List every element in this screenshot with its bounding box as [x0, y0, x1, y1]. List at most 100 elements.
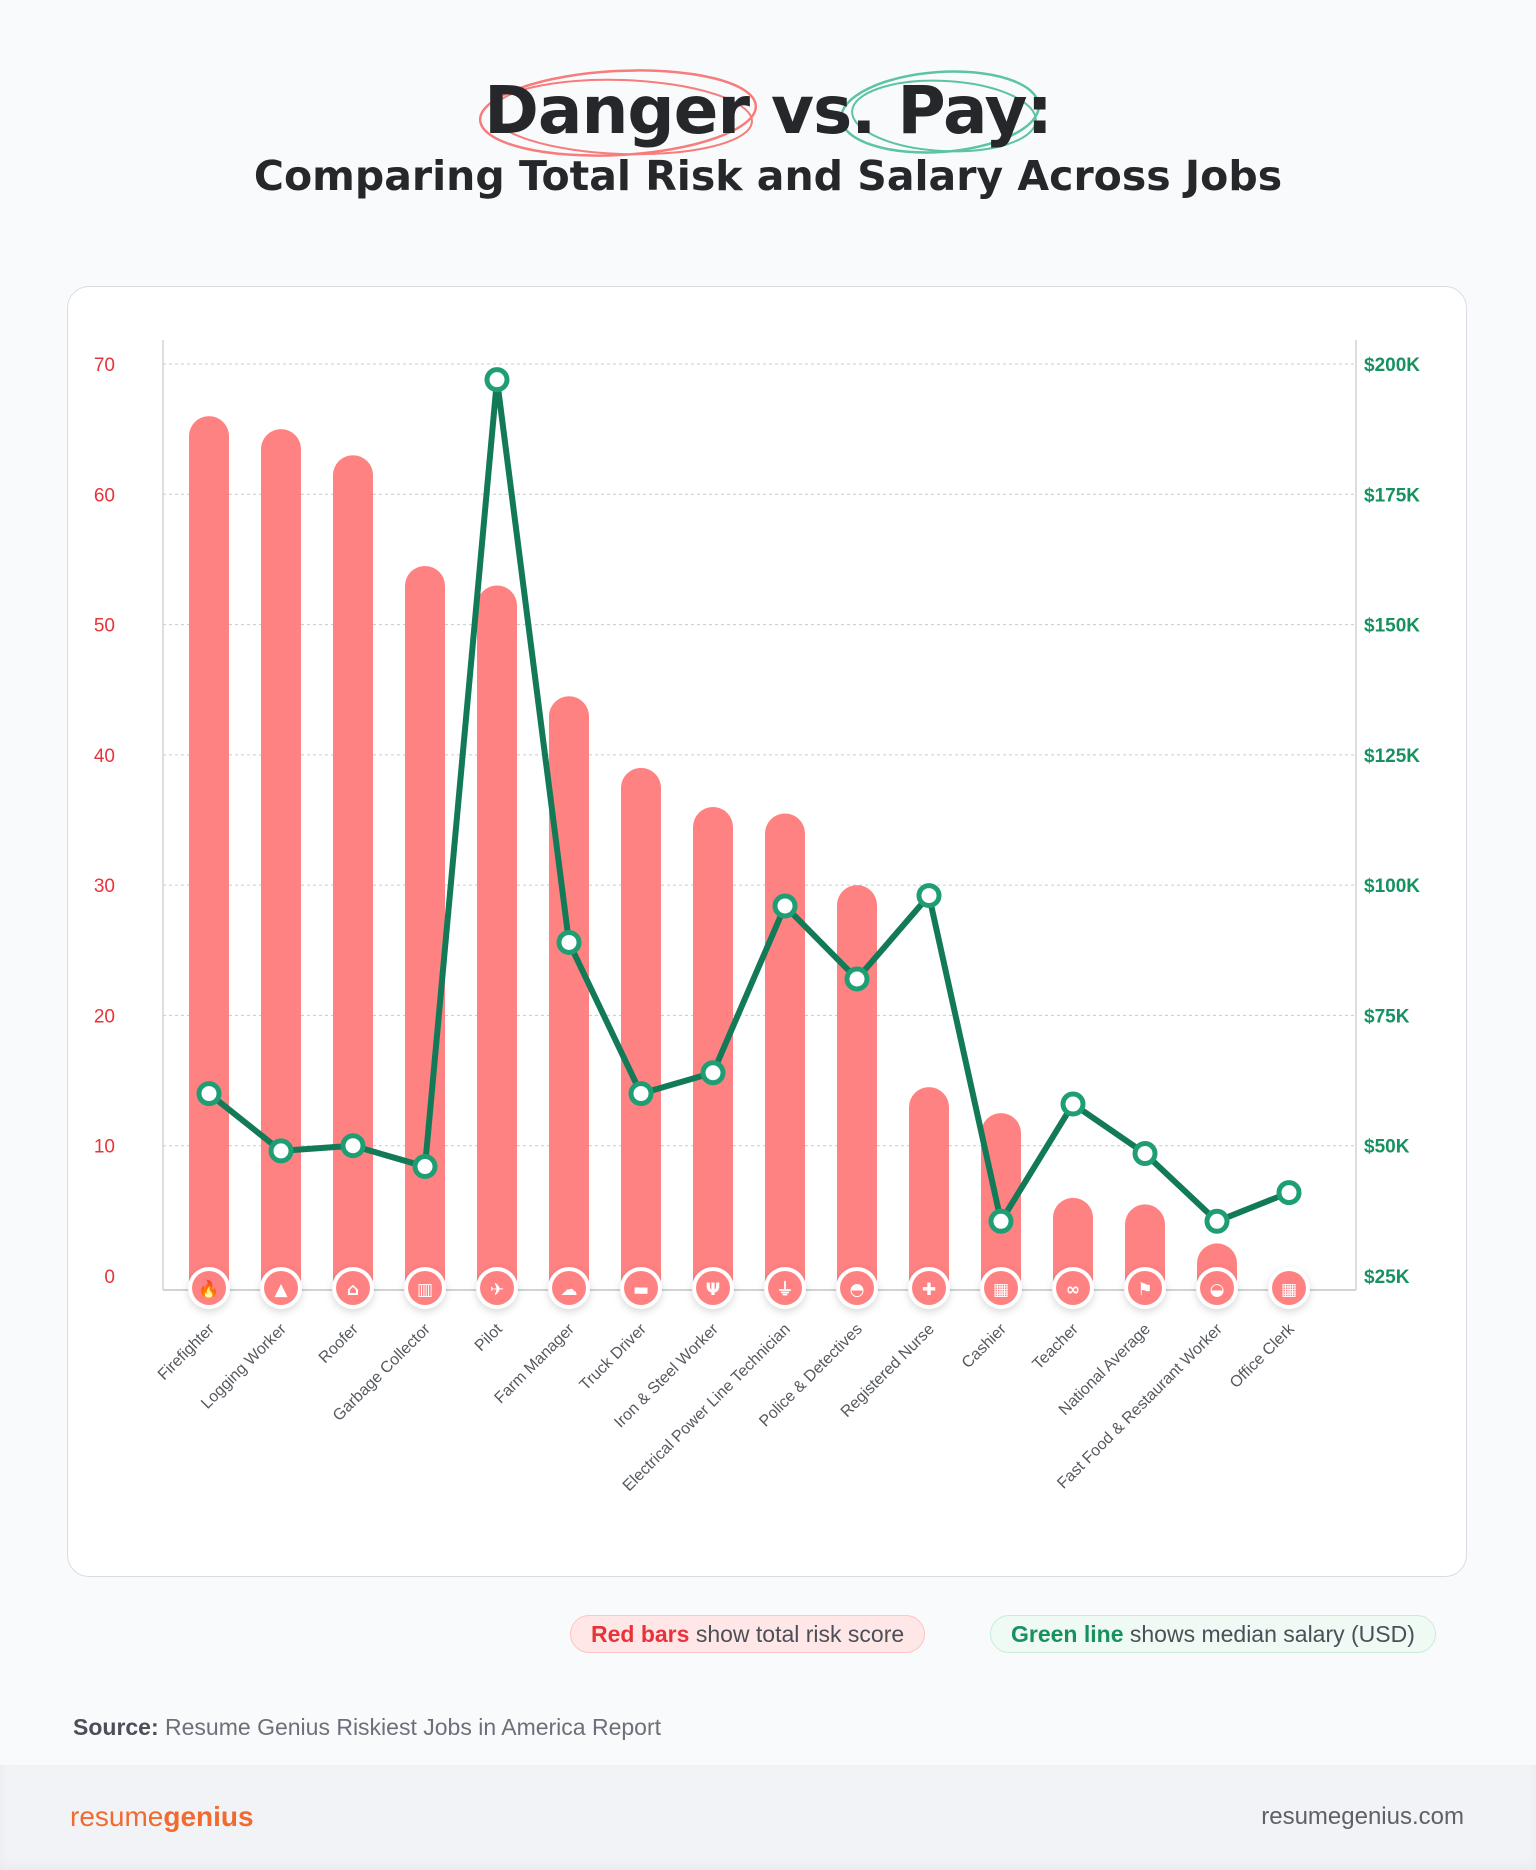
salary-point — [1132, 1141, 1158, 1167]
salary-point — [412, 1154, 438, 1180]
chart-overlay — [478, 69, 1041, 157]
risk-bar — [765, 813, 805, 1286]
icon-badge-fill — [984, 1271, 1018, 1305]
category-label: Roofer — [316, 1320, 362, 1366]
salary-point — [1060, 1091, 1086, 1117]
salary-point — [268, 1138, 294, 1164]
left-tick-label: 70 — [94, 355, 115, 376]
icon-badge-fill — [192, 1271, 226, 1305]
left-tick-label: 20 — [94, 1006, 115, 1027]
siren-icon: ◓ — [850, 1280, 865, 1300]
icon-badge-fill — [552, 1271, 586, 1305]
icon-badge-fill — [624, 1271, 658, 1305]
right-tick-label: $100K — [1364, 876, 1420, 897]
building-icon: ▦ — [1281, 1280, 1297, 1300]
icon-badge-fill — [1056, 1271, 1090, 1305]
risk-bar — [621, 767, 661, 1286]
right-tick-label: $175K — [1364, 485, 1420, 506]
left-tick-label: 60 — [94, 485, 115, 506]
salary-point — [916, 883, 942, 909]
risk-bar — [981, 1113, 1021, 1286]
tree-icon: ▲ — [274, 1280, 288, 1300]
icon-badge-fill — [408, 1271, 442, 1305]
salary-point — [1276, 1180, 1302, 1206]
source-text: Resume Genius Riskiest Jobs in America R… — [158, 1714, 662, 1740]
chart-title: Danger vs. Pay: — [0, 72, 1536, 149]
category-label: Teacher — [1030, 1320, 1083, 1373]
risk-bar — [477, 585, 517, 1286]
truck-icon: ▬ — [633, 1280, 649, 1300]
legend-red-text: show total risk score — [689, 1621, 905, 1647]
salary-point — [988, 1208, 1014, 1234]
logo-part1: resume — [70, 1801, 164, 1832]
title-circle-green-2 — [851, 79, 1037, 153]
icon-badge-fill — [1272, 1271, 1306, 1305]
legend-green-text: shows median salary (USD) — [1123, 1621, 1415, 1647]
salary-point — [196, 1081, 222, 1107]
title-circle-red-2 — [491, 78, 753, 156]
icon-badge-fill — [264, 1271, 298, 1305]
risk-bar — [837, 885, 877, 1286]
title-vs: vs. — [749, 72, 898, 149]
right-tick-label: $75K — [1364, 1006, 1410, 1027]
icon-badge-fill — [336, 1271, 370, 1305]
icon-badge-fill — [768, 1271, 802, 1305]
category-label: Cashier — [959, 1320, 1010, 1371]
left-tick-label: 0 — [104, 1267, 115, 1288]
left-tick-label: 30 — [94, 876, 115, 897]
category-label: Firefighter — [155, 1320, 218, 1383]
airplane-icon: ✈ — [490, 1280, 504, 1300]
flag-icon: ⚑ — [1137, 1280, 1152, 1300]
legend-green-line: Green line shows median salary (USD) — [990, 1615, 1436, 1653]
risk-bar — [1125, 1204, 1165, 1286]
fire-icon: 🔥 — [198, 1279, 219, 1300]
sheep-icon: ☁ — [561, 1280, 578, 1300]
icon-badge-fill — [840, 1271, 874, 1305]
category-label: Truck Driver — [577, 1320, 651, 1394]
icon-badge-fill — [480, 1271, 514, 1305]
risk-bar — [909, 1087, 949, 1286]
salary-point — [628, 1081, 654, 1107]
resumegenius-logo[interactable]: resumegenius — [70, 1801, 254, 1833]
salary-line — [207, 376, 1291, 1225]
icon-badge-fill — [912, 1271, 946, 1305]
salary-point — [556, 929, 582, 955]
risk-bar — [405, 565, 445, 1286]
salary-point — [700, 1060, 726, 1086]
fast-food-icon: ◒ — [1210, 1280, 1225, 1300]
category-label: Pilot — [472, 1320, 506, 1354]
left-tick-label: 40 — [94, 746, 115, 767]
salary-point — [340, 1133, 366, 1159]
trash-icon: ▥ — [417, 1280, 433, 1300]
wrench-icon: Ψ — [706, 1280, 720, 1300]
risk-bar — [693, 806, 733, 1286]
right-tick-label: $150K — [1364, 616, 1420, 637]
salary-point — [484, 367, 510, 393]
title-danger: Danger — [484, 72, 750, 149]
chart-subtitle: Comparing Total Risk and Salary Across J… — [253, 152, 1283, 200]
risk-bar — [333, 455, 373, 1286]
combo-chart: 0 $25K 10 $50K 20 $75K 30 $100K 40 $125K 50 $150K 60… — [94, 340, 1420, 1495]
right-tick-label: $125K — [1364, 746, 1420, 767]
legend-red-bars: Red bars show total risk score — [570, 1615, 926, 1653]
site-link[interactable]: resumegenius.com — [1261, 1803, 1464, 1830]
salary-point — [844, 966, 870, 992]
legend-red-highlight: Red bars — [591, 1621, 690, 1647]
right-tick-label: $25K — [1364, 1267, 1410, 1288]
left-tick-label: 50 — [94, 616, 115, 637]
icon-badge-fill — [696, 1271, 730, 1305]
risk-bar — [549, 696, 589, 1286]
footer: resumegenius resumegenius.com — [0, 1765, 1536, 1870]
cash-register-icon: ▦ — [993, 1280, 1009, 1300]
glasses-icon: ∞ — [1066, 1280, 1080, 1300]
source-note: Source: Resume Genius Riskiest Jobs in A… — [73, 1714, 661, 1741]
right-tick-label: $200K — [1364, 355, 1420, 376]
risk-bar — [189, 416, 229, 1286]
risk-bar — [261, 429, 301, 1286]
salary-point — [772, 893, 798, 919]
legend-green-highlight: Green line — [1011, 1621, 1124, 1647]
title-pay: Pay: — [897, 72, 1053, 149]
house-people-icon: ⌂ — [347, 1280, 359, 1300]
hand-medical-icon: ✚ — [922, 1280, 936, 1300]
left-tick-label: 10 — [94, 1137, 115, 1158]
